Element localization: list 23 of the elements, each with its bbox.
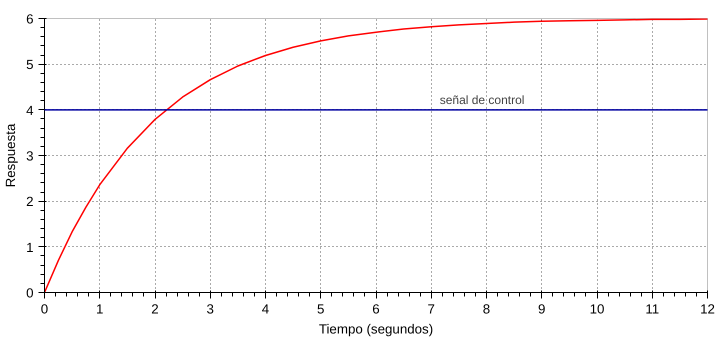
y-tick-label: 5 [26,57,34,72]
x-tick-label: 1 [96,302,104,316]
x-tick-label: 4 [262,302,270,316]
x-tick-label: 9 [538,302,546,316]
x-tick-label: 10 [590,302,604,316]
y-tick-label: 6 [26,12,34,26]
x-tick-label: 12 [700,302,715,316]
x-tick-label: 5 [317,302,324,316]
y-tick-label: 0 [26,286,34,300]
ref-line-label: señal de control [440,92,524,107]
x-tick-label: 7 [428,302,435,316]
y-tick-label: 1 [26,240,34,255]
x-tick-label: 6 [372,302,380,316]
x-tick-label: 8 [482,302,490,316]
x-tick-label: 3 [206,302,214,316]
x-tick-label: 0 [40,302,48,316]
y-tick-label: 2 [26,194,34,210]
x-tick-label: 2 [151,302,159,316]
y-tick-label: 3 [26,148,34,164]
x-axis-title: Tiempo (segundos) [318,322,434,336]
y-axis-title: Respuesta [3,123,18,188]
x-tick-label: 11 [645,302,660,316]
y-tick-label: 4 [26,102,34,118]
